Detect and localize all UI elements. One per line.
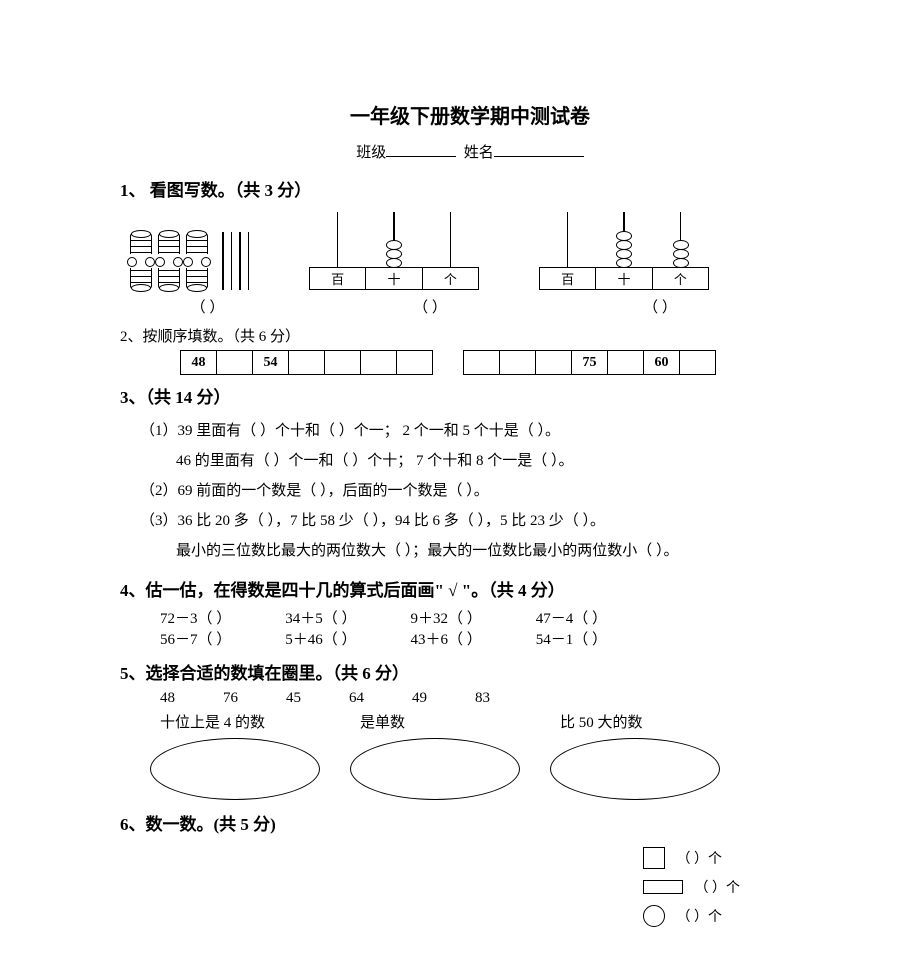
name-label: 姓名 [464,145,494,161]
est-item[interactable]: 9＋32（ ） [411,607,482,628]
oval-2[interactable] [350,738,520,800]
q2-head: 2、按顺序填数。（共 6 分） [120,325,820,346]
place-hundred: 百 [310,268,366,289]
abacus-base: 百 十 个 [539,267,709,290]
q3-head: 3、（共 14 分） [120,383,820,408]
rod-one [450,212,452,267]
seq-cell[interactable] [500,351,536,375]
place-ten: 十 [596,268,652,289]
q4-row-1: 72－3（ ） 34＋5（ ） 9＋32（ ） 47－4（ ） [160,607,820,628]
abacus-base: 百 十 个 [309,267,479,290]
q1-blank-3[interactable]: （ ） [575,296,745,317]
square-icon [643,847,665,869]
q5-cat-2: 是单数 [360,711,560,732]
q2-tables: 48 54 75 60 [180,350,820,375]
q3-line-4: （3）36 比 20 多（ ），7 比 58 少（ ），94 比 6 多（ ），… [140,506,820,536]
est-item[interactable]: 72－3（ ） [160,607,231,628]
seq-cell[interactable]: 48 [181,351,217,375]
seq-cell[interactable]: 60 [644,351,680,375]
shape-blank[interactable]: （ ）个 [677,848,723,868]
bundle [130,232,152,290]
est-item[interactable]: 43＋6（ ） [411,628,482,649]
q1-blank-2[interactable]: （ ） [345,296,515,317]
seq-cell[interactable] [325,351,361,375]
rod-hundred [337,212,339,267]
rod-ten [623,212,625,267]
q5-head: 5、选择合适的数填在圈里。（共 6 分） [120,659,820,684]
page-title: 一年级下册数学期中测试卷 [120,100,820,129]
q1-head: 1、 看图写数。（共 3 分） [120,176,820,201]
q5-categories: 十位上是 4 的数 是单数 比 50 大的数 [160,711,820,732]
est-item[interactable]: 34＋5（ ） [285,607,356,628]
q3-line-3: （2）69 前面的一个数是（ ），后面的一个数是（ ）。 [140,476,820,506]
bundle-sticks [130,232,249,290]
place-hundred: 百 [540,268,596,289]
q6-shapes: （ ）个 （ ）个 （ ）个 [643,847,741,935]
seq-cell[interactable] [217,351,253,375]
q3-line-2: 46 的里面有（ ）个一和（ ）个十； 7 个十和 8 个一是（ ）。 [176,446,820,476]
q1-answer-row: （ ） （ ） （ ） [130,296,820,317]
circle-icon [643,905,665,927]
q5-ovals [150,738,820,800]
q5-cat-3: 比 50 大的数 [560,711,760,732]
oval-3[interactable] [550,738,720,800]
seq-cell[interactable] [464,351,500,375]
place-ten: 十 [366,268,422,289]
name-blank[interactable] [494,143,584,157]
est-item[interactable]: 54－1（ ） [536,628,607,649]
q5-num: 76 [223,690,238,707]
place-one: 个 [423,268,478,289]
class-label: 班级 [356,145,386,161]
q5-num: 45 [286,690,301,707]
seq-cell[interactable] [289,351,325,375]
rod-hundred [567,212,569,267]
q4-head: 4、估一估，在得数是四十几的算式后面画" √ "。（共 4 分） [120,576,820,601]
seq-cell[interactable]: 54 [253,351,289,375]
subtitle-row: 班级 姓名 [120,141,820,162]
q3-body: （1）39 里面有（ ）个十和（ ）个一； 2 个一和 5 个十是（ ）。 46… [140,416,820,566]
rod-one [680,212,682,267]
q6-head: 6、数一数。(共 5 分) [120,810,820,835]
seq-table-2: 75 60 [463,350,716,375]
abacus-1: 百 十 个 [309,207,479,290]
seq-cell[interactable] [361,351,397,375]
est-item[interactable]: 5＋46（ ） [285,628,356,649]
bundle [186,232,208,290]
bundle [158,232,180,290]
seq-cell[interactable] [680,351,716,375]
oval-1[interactable] [150,738,320,800]
q3-line-5: 最小的三位数比最大的两位数大（ ）；最大的一位数比最小的两位数小（ ）。 [176,536,820,566]
shape-row-square: （ ）个 [643,847,741,869]
est-item[interactable]: 47－4（ ） [536,607,607,628]
seq-cell[interactable] [536,351,572,375]
seq-table-1: 48 54 [180,350,433,375]
q1-blank-1[interactable]: （ ） [130,296,285,317]
q1-figures: 百 十 个 百 十 个 [130,207,820,290]
rod-ten [393,212,395,267]
q3-line-1: （1）39 里面有（ ）个十和（ ）个一； 2 个一和 5 个十是（ ）。 [140,416,820,446]
place-one: 个 [653,268,708,289]
q5-cat-1: 十位上是 4 的数 [160,711,360,732]
q4-row-2: 56－7（ ） 5＋46（ ） 43＋6（ ） 54－1（ ） [160,628,820,649]
abacus-2: 百 十 个 [539,207,709,290]
q5-num: 83 [475,690,490,707]
rectangle-icon [643,880,683,894]
seq-cell[interactable] [608,351,644,375]
shape-row-rect: （ ）个 [643,877,741,897]
page: 一年级下册数学期中测试卷 班级 姓名 1、 看图写数。（共 3 分） [0,0,920,975]
q5-num: 49 [412,690,427,707]
seq-cell[interactable] [397,351,433,375]
seq-cell[interactable]: 75 [572,351,608,375]
q5-num: 64 [349,690,364,707]
q5-numbers: 48 76 45 64 49 83 [160,690,820,707]
sticks [222,232,249,290]
q5-num: 48 [160,690,175,707]
shape-row-circle: （ ）个 [643,905,741,927]
shape-blank[interactable]: （ ）个 [677,906,723,926]
class-blank[interactable] [386,143,456,157]
est-item[interactable]: 56－7（ ） [160,628,231,649]
shape-blank[interactable]: （ ）个 [695,877,741,897]
